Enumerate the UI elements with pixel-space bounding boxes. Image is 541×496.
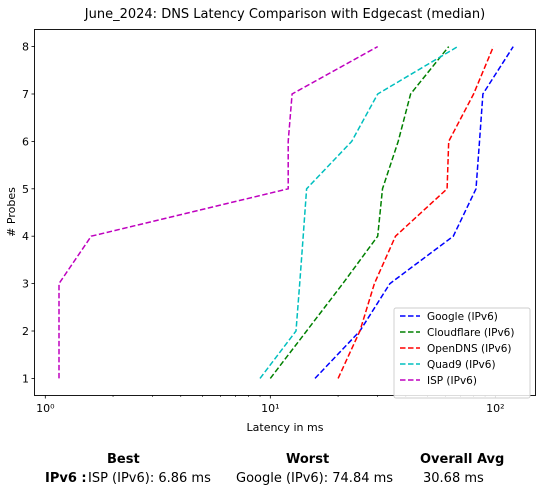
x-tick-label: 10¹ — [261, 402, 279, 415]
summary-best-value: ISP (IPv6): 6.86 ms — [88, 471, 211, 486]
summary-worst-value: Google (IPv6): 74.84 ms — [236, 471, 394, 486]
summary-overall-value: 30.68 ms — [423, 471, 484, 486]
y-tick-label: 4 — [22, 230, 29, 243]
y-tick-label: 3 — [22, 278, 29, 291]
x-axis: 10⁰ 10¹ 10² — [36, 395, 505, 415]
y-tick-label: 1 — [22, 372, 29, 385]
y-tick-label: 5 — [22, 183, 29, 196]
summary-row-label: IPv6 : — [45, 471, 87, 486]
series-line-4 — [58, 45, 379, 379]
legend-label-2: OpenDNS (IPv6) — [427, 343, 512, 355]
summary-header-worst: Worst — [286, 452, 330, 467]
y-tick-label: 8 — [22, 41, 29, 54]
chart-title: June_2024: DNS Latency Comparison with E… — [84, 7, 485, 22]
summary-header-best: Best — [107, 452, 140, 467]
y-tick-label: 2 — [22, 325, 29, 338]
series-line-2 — [337, 46, 495, 379]
legend-frame — [393, 307, 531, 399]
legend-label-3: Quad9 (IPv6) — [427, 359, 496, 371]
x-tick-label: 10² — [486, 402, 504, 415]
legend-label-0: Google (IPv6) — [427, 311, 498, 323]
plot-lines — [58, 45, 514, 379]
y-axis-label: # Probes — [5, 187, 18, 237]
plot-frame — [34, 29, 536, 396]
series-line-3 — [259, 45, 459, 379]
legend-label-4: ISP (IPv6) — [427, 375, 477, 387]
summary-header-overall: Overall Avg — [420, 452, 505, 467]
series-line-0 — [314, 46, 514, 379]
y-axis: 1 2 3 4 5 6 7 8 — [22, 41, 35, 385]
y-tick-label: 6 — [22, 135, 29, 148]
latency-chart: June_2024: DNS Latency Comparison with E… — [5, 7, 536, 434]
x-tick-label: 10⁰ — [36, 402, 55, 415]
y-tick-label: 7 — [22, 88, 29, 101]
x-axis-label: Latency in ms — [247, 421, 324, 434]
legend-label-1: Cloudflare (IPv6) — [427, 327, 514, 339]
series-line-1 — [269, 46, 450, 379]
legend: Google (IPv6) Cloudflare (IPv6) OpenDNS (I… — [393, 307, 531, 399]
